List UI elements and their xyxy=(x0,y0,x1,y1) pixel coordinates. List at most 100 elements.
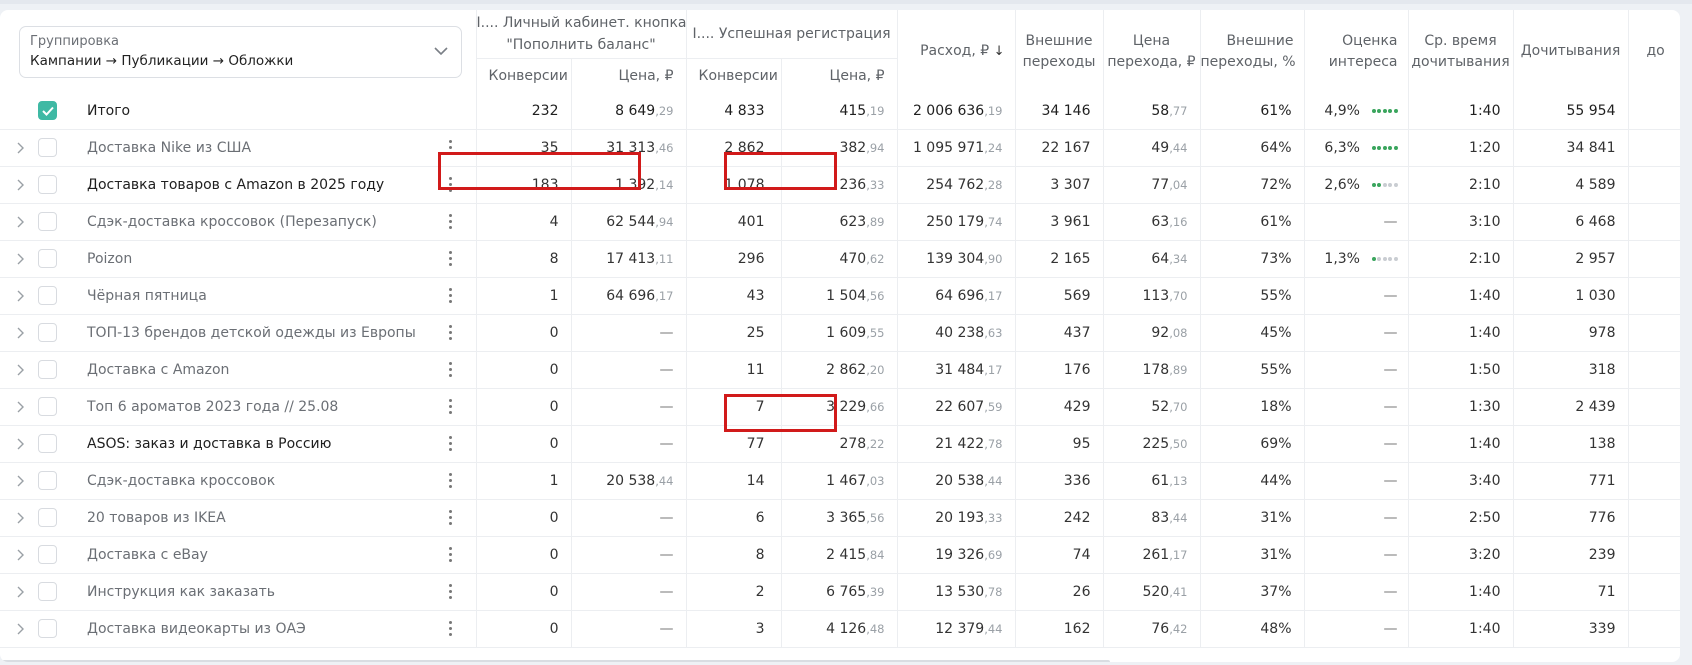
campaign-name[interactable]: Доставка с eBay xyxy=(87,547,208,563)
row-checkbox[interactable] xyxy=(38,619,57,638)
cpc-header[interactable]: Цена перехода, ₽ xyxy=(1103,10,1201,93)
table-row[interactable]: 20 товаров из IKEA 0—6 3 365,56 20 193,33 24… xyxy=(0,499,1680,537)
interest-header[interactable]: Оценка интереса xyxy=(1304,10,1409,93)
price-2-int: 623 xyxy=(839,214,867,230)
chevron-right-icon[interactable] xyxy=(14,475,26,487)
row-checkbox[interactable] xyxy=(38,582,57,601)
table-row[interactable]: ASOS: заказ и доставка в Россию 0—77 278,2… xyxy=(0,425,1680,463)
table-row[interactable]: Доставка с eBay 0—8 2 415,84 19 326,69 74 261… xyxy=(0,536,1680,574)
price-2: 2 862,20 xyxy=(781,351,898,389)
chevron-right-icon[interactable] xyxy=(14,142,26,154)
price-header-1[interactable]: Цена, ₽ xyxy=(571,58,687,93)
more-icon[interactable] xyxy=(449,325,453,341)
spend-header[interactable]: Расход, ₽ ↓ xyxy=(897,10,1016,93)
goal-header-registration[interactable]: I.... Успешная регистрация xyxy=(686,10,898,59)
table-row[interactable]: Топ 6 ароматов 2023 года // 25.08 0—7 3 22… xyxy=(0,388,1680,426)
more-icon[interactable] xyxy=(449,177,453,193)
campaign-name[interactable]: 20 товаров из IKEA xyxy=(87,510,226,526)
chevron-right-icon[interactable] xyxy=(14,290,26,302)
avgtime-header[interactable]: Ср. время дочитывания xyxy=(1408,10,1514,93)
table-row[interactable]: Poizon 8 17 413,11 296 470,62 139 304,90 2 165… xyxy=(0,240,1680,278)
ext-clicks: 336 xyxy=(1015,462,1104,500)
chevron-right-icon[interactable] xyxy=(14,327,26,339)
more-icon[interactable] xyxy=(449,436,453,452)
total-price-2-dec: ,19 xyxy=(866,104,885,118)
campaign-name[interactable]: ТОП-13 брендов детской одежды из Европы xyxy=(87,325,416,341)
cut-header[interactable]: до xyxy=(1628,10,1680,93)
row-checkbox[interactable] xyxy=(38,434,57,453)
more-icon[interactable] xyxy=(449,140,453,156)
table-row[interactable]: ТОП-13 брендов детской одежды из Европы 0… xyxy=(0,314,1680,352)
conv-header-2[interactable]: Конверсии xyxy=(686,58,782,93)
ext-header[interactable]: Внешние переходы xyxy=(1015,10,1104,93)
campaign-name[interactable]: Сдэк-доставка кроссовок (Перезапуск) xyxy=(87,214,377,230)
table-row[interactable]: Сдэк-доставка кроссовок 1 20 538,44 14 1 467… xyxy=(0,462,1680,500)
chevron-right-icon[interactable] xyxy=(14,623,26,635)
row-checkbox[interactable] xyxy=(38,360,57,379)
more-icon[interactable] xyxy=(449,547,453,563)
grouping-select[interactable]: Группировка Кампании → Публикации → Обло… xyxy=(19,25,462,78)
campaign-name[interactable]: Poizon xyxy=(87,251,133,267)
table-row[interactable]: Доставка Nike из США 35 31 313,46 2 862 382,… xyxy=(0,129,1680,167)
cut-cell xyxy=(1628,351,1680,389)
more-icon[interactable] xyxy=(449,214,453,230)
ext-pct-header[interactable]: Внешние переходы, % xyxy=(1200,10,1305,93)
chevron-right-icon[interactable] xyxy=(14,179,26,191)
campaign-name[interactable]: ASOS: заказ и доставка в Россию xyxy=(87,436,332,452)
goal-header-balance[interactable]: I.... Личный кабинет. кнопка "Пополнить … xyxy=(476,10,687,59)
row-checkbox[interactable] xyxy=(38,471,57,490)
chevron-right-icon[interactable] xyxy=(14,586,26,598)
chevron-right-icon[interactable] xyxy=(14,401,26,413)
spend-dec: ,69 xyxy=(984,548,1003,562)
row-checkbox[interactable] xyxy=(38,175,57,194)
reads-header[interactable]: Дочитывания xyxy=(1513,10,1629,93)
chevron-right-icon[interactable] xyxy=(14,253,26,265)
more-icon[interactable] xyxy=(449,251,453,267)
campaign-name[interactable]: Сдэк-доставка кроссовок xyxy=(87,473,276,489)
campaign-name[interactable]: Доставка видеокарты из ОАЭ xyxy=(87,621,306,637)
ext-pct: 64% xyxy=(1200,129,1305,167)
table-row[interactable]: Сдэк-доставка кроссовок (Перезапуск) 4 62 … xyxy=(0,203,1680,241)
conv-header-1[interactable]: Конверсии xyxy=(476,58,572,93)
chevron-right-icon[interactable] xyxy=(14,216,26,228)
campaign-name[interactable]: Доставка с Amazon xyxy=(87,362,230,378)
row-checkbox[interactable] xyxy=(38,508,57,527)
row-checkbox[interactable] xyxy=(38,323,57,342)
grouping-cell: Группировка Кампании → Публикации → Обло… xyxy=(0,10,477,93)
table-row[interactable]: Инструкция как заказать 0—2 6 765,39 13 530… xyxy=(0,573,1680,611)
more-icon[interactable] xyxy=(449,362,453,378)
row-checkbox[interactable] xyxy=(38,249,57,268)
more-icon[interactable] xyxy=(449,473,453,489)
horizontal-scrollbar[interactable] xyxy=(0,660,1110,662)
row-checkbox[interactable] xyxy=(38,286,57,305)
reads: 978 xyxy=(1513,314,1629,352)
campaign-name[interactable]: Чёрная пятница xyxy=(87,288,207,304)
table-row[interactable]: Чёрная пятница 1 64 696,17 43 1 504,56 64 696… xyxy=(0,277,1680,315)
more-icon[interactable] xyxy=(449,288,453,304)
select-all-checkbox[interactable] xyxy=(38,101,57,120)
row-checkbox[interactable] xyxy=(38,138,57,157)
chevron-right-icon[interactable] xyxy=(14,438,26,450)
spend: 19 326,69 xyxy=(897,536,1016,574)
price-2-int: 236 xyxy=(839,177,867,193)
more-icon[interactable] xyxy=(449,510,453,526)
table-row[interactable]: Доставка с Amazon 0—11 2 862,20 31 484,17 17… xyxy=(0,351,1680,389)
chevron-right-icon[interactable] xyxy=(14,364,26,376)
more-icon[interactable] xyxy=(449,621,453,637)
campaign-name[interactable]: Доставка товаров с Amazon в 2025 году xyxy=(87,177,385,193)
chevron-right-icon[interactable] xyxy=(14,549,26,561)
price-header-2[interactable]: Цена, ₽ xyxy=(781,58,898,93)
row-checkbox[interactable] xyxy=(38,212,57,231)
campaign-name[interactable]: Инструкция как заказать xyxy=(87,584,276,600)
campaign-name[interactable]: Доставка Nike из США xyxy=(87,140,252,156)
more-icon[interactable] xyxy=(449,399,453,415)
chevron-right-icon[interactable] xyxy=(14,512,26,524)
row-checkbox[interactable] xyxy=(38,545,57,564)
table-row[interactable]: Доставка товаров с Amazon в 2025 году 183… xyxy=(0,166,1680,204)
spend-int: 12 379 xyxy=(935,621,985,637)
cpc-dec: ,89 xyxy=(1169,363,1188,377)
campaign-name[interactable]: Топ 6 ароматов 2023 года // 25.08 xyxy=(87,399,339,415)
table-row[interactable]: Доставка видеокарты из ОАЭ 0—3 4 126,48 12 … xyxy=(0,610,1680,648)
more-icon[interactable] xyxy=(449,584,453,600)
row-checkbox[interactable] xyxy=(38,397,57,416)
